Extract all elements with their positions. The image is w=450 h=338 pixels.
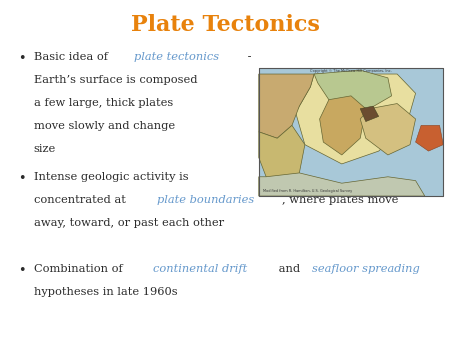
Text: away, toward, or past each other: away, toward, or past each other xyxy=(34,218,224,228)
Polygon shape xyxy=(259,125,305,186)
Text: -: - xyxy=(244,52,251,63)
Text: hypotheses in late 1960s: hypotheses in late 1960s xyxy=(34,287,177,297)
Polygon shape xyxy=(320,96,366,155)
Polygon shape xyxy=(360,103,416,155)
Text: Combination of: Combination of xyxy=(34,264,126,274)
Polygon shape xyxy=(416,125,443,151)
Polygon shape xyxy=(259,74,314,138)
Text: Plate Tectonics: Plate Tectonics xyxy=(130,14,320,35)
Text: , where plates move: , where plates move xyxy=(283,195,399,206)
Text: a few large, thick plates: a few large, thick plates xyxy=(34,98,173,108)
Text: •: • xyxy=(18,52,26,65)
Polygon shape xyxy=(314,70,392,113)
Text: plate boundaries: plate boundaries xyxy=(157,195,254,206)
Text: Intense geologic activity is: Intense geologic activity is xyxy=(34,172,189,183)
Polygon shape xyxy=(296,74,416,164)
Text: and: and xyxy=(274,264,303,274)
Polygon shape xyxy=(259,173,425,196)
FancyBboxPatch shape xyxy=(259,68,443,196)
Text: plate tectonics: plate tectonics xyxy=(134,52,219,63)
Text: size: size xyxy=(34,144,56,154)
Text: seafloor spreading: seafloor spreading xyxy=(312,264,419,274)
Text: Modified from R. Hamilton, U.S. Geological Survey: Modified from R. Hamilton, U.S. Geologic… xyxy=(263,189,352,193)
Text: Earth’s surface is composed: Earth’s surface is composed xyxy=(34,75,197,86)
Text: move slowly and change: move slowly and change xyxy=(34,121,175,131)
Text: •: • xyxy=(18,264,26,276)
Text: •: • xyxy=(18,172,26,185)
Text: continental drift: continental drift xyxy=(153,264,247,274)
Text: Basic idea of: Basic idea of xyxy=(34,52,112,63)
Text: Copyright © The McGraw-Hill Companies, Inc.: Copyright © The McGraw-Hill Companies, I… xyxy=(310,69,392,73)
Polygon shape xyxy=(360,106,378,122)
Text: concentrated at: concentrated at xyxy=(34,195,129,206)
